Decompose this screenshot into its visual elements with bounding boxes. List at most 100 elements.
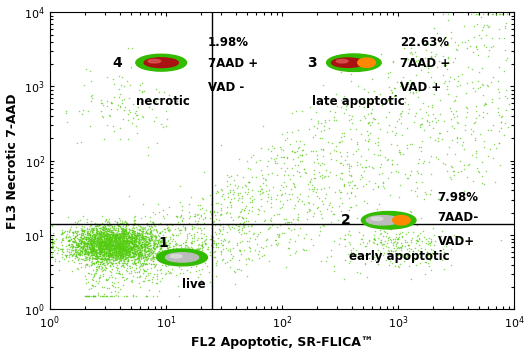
Point	[108, 244, 116, 249]
Point	[300, 166, 308, 172]
Point	[303, 209, 311, 215]
Point	[116, 252, 125, 258]
Point	[114, 256, 123, 261]
Point	[134, 250, 143, 256]
Point	[97, 230, 105, 236]
Point	[447, 116, 456, 122]
Point	[85, 223, 94, 229]
Point	[109, 76, 117, 81]
Point	[118, 245, 126, 250]
Point	[444, 78, 453, 84]
Point	[83, 230, 92, 236]
Point	[134, 253, 142, 259]
Point	[87, 235, 95, 240]
Point	[387, 87, 395, 93]
Point	[276, 144, 285, 149]
Point	[118, 240, 126, 246]
Point	[450, 172, 458, 178]
Point	[91, 240, 100, 245]
Point	[105, 236, 113, 241]
Point	[96, 241, 105, 247]
Point	[121, 248, 130, 253]
Point	[404, 229, 413, 235]
Point	[421, 271, 429, 277]
Point	[134, 255, 142, 260]
Point	[101, 237, 110, 243]
Point	[426, 242, 434, 248]
Point	[102, 259, 111, 264]
Point	[131, 108, 140, 114]
Point	[123, 243, 131, 248]
Point	[259, 189, 267, 195]
Point	[60, 229, 68, 234]
Point	[96, 242, 104, 248]
Point	[119, 245, 127, 250]
Point	[137, 225, 146, 230]
Point	[84, 294, 93, 299]
Point	[155, 246, 164, 252]
Point	[347, 190, 355, 195]
Point	[372, 97, 380, 103]
Point	[235, 220, 244, 225]
Point	[112, 245, 121, 251]
Point	[90, 245, 98, 251]
Point	[117, 245, 126, 251]
Point	[93, 237, 102, 242]
Point	[143, 294, 152, 299]
Point	[127, 227, 136, 233]
Point	[128, 257, 137, 263]
Point	[121, 251, 129, 256]
Point	[280, 179, 288, 184]
Point	[77, 239, 86, 244]
Point	[288, 110, 297, 116]
Point	[129, 230, 138, 236]
Point	[357, 153, 366, 159]
Point	[271, 155, 280, 161]
Point	[121, 241, 129, 246]
Point	[109, 243, 118, 248]
Point	[68, 244, 77, 250]
Point	[149, 245, 157, 250]
Point	[87, 228, 96, 234]
Point	[137, 235, 146, 240]
Point	[78, 230, 87, 236]
Point	[118, 241, 126, 247]
Point	[114, 240, 122, 246]
Point	[111, 244, 119, 249]
Point	[144, 243, 153, 249]
Point	[105, 254, 113, 260]
Point	[188, 245, 196, 251]
Point	[429, 79, 438, 85]
Point	[142, 238, 150, 244]
Point	[74, 244, 82, 250]
Point	[434, 196, 442, 202]
Point	[162, 108, 170, 114]
Point	[144, 255, 153, 260]
Point	[114, 222, 123, 228]
Point	[119, 248, 128, 254]
Point	[86, 255, 94, 261]
Point	[391, 223, 400, 229]
Point	[118, 263, 127, 268]
Point	[100, 234, 108, 240]
Point	[116, 238, 125, 244]
Point	[97, 259, 105, 264]
Point	[419, 229, 428, 234]
Point	[134, 250, 142, 256]
Point	[118, 254, 127, 260]
Point	[95, 251, 103, 257]
Point	[152, 98, 161, 104]
Point	[132, 234, 141, 240]
Point	[88, 243, 96, 248]
Point	[83, 250, 92, 256]
Point	[95, 222, 103, 228]
Point	[396, 83, 404, 89]
Point	[112, 238, 120, 244]
Point	[208, 211, 216, 217]
Point	[101, 240, 109, 245]
Point	[289, 180, 297, 185]
Point	[344, 220, 353, 226]
Point	[243, 186, 252, 192]
Point	[407, 168, 416, 174]
Point	[63, 231, 71, 237]
